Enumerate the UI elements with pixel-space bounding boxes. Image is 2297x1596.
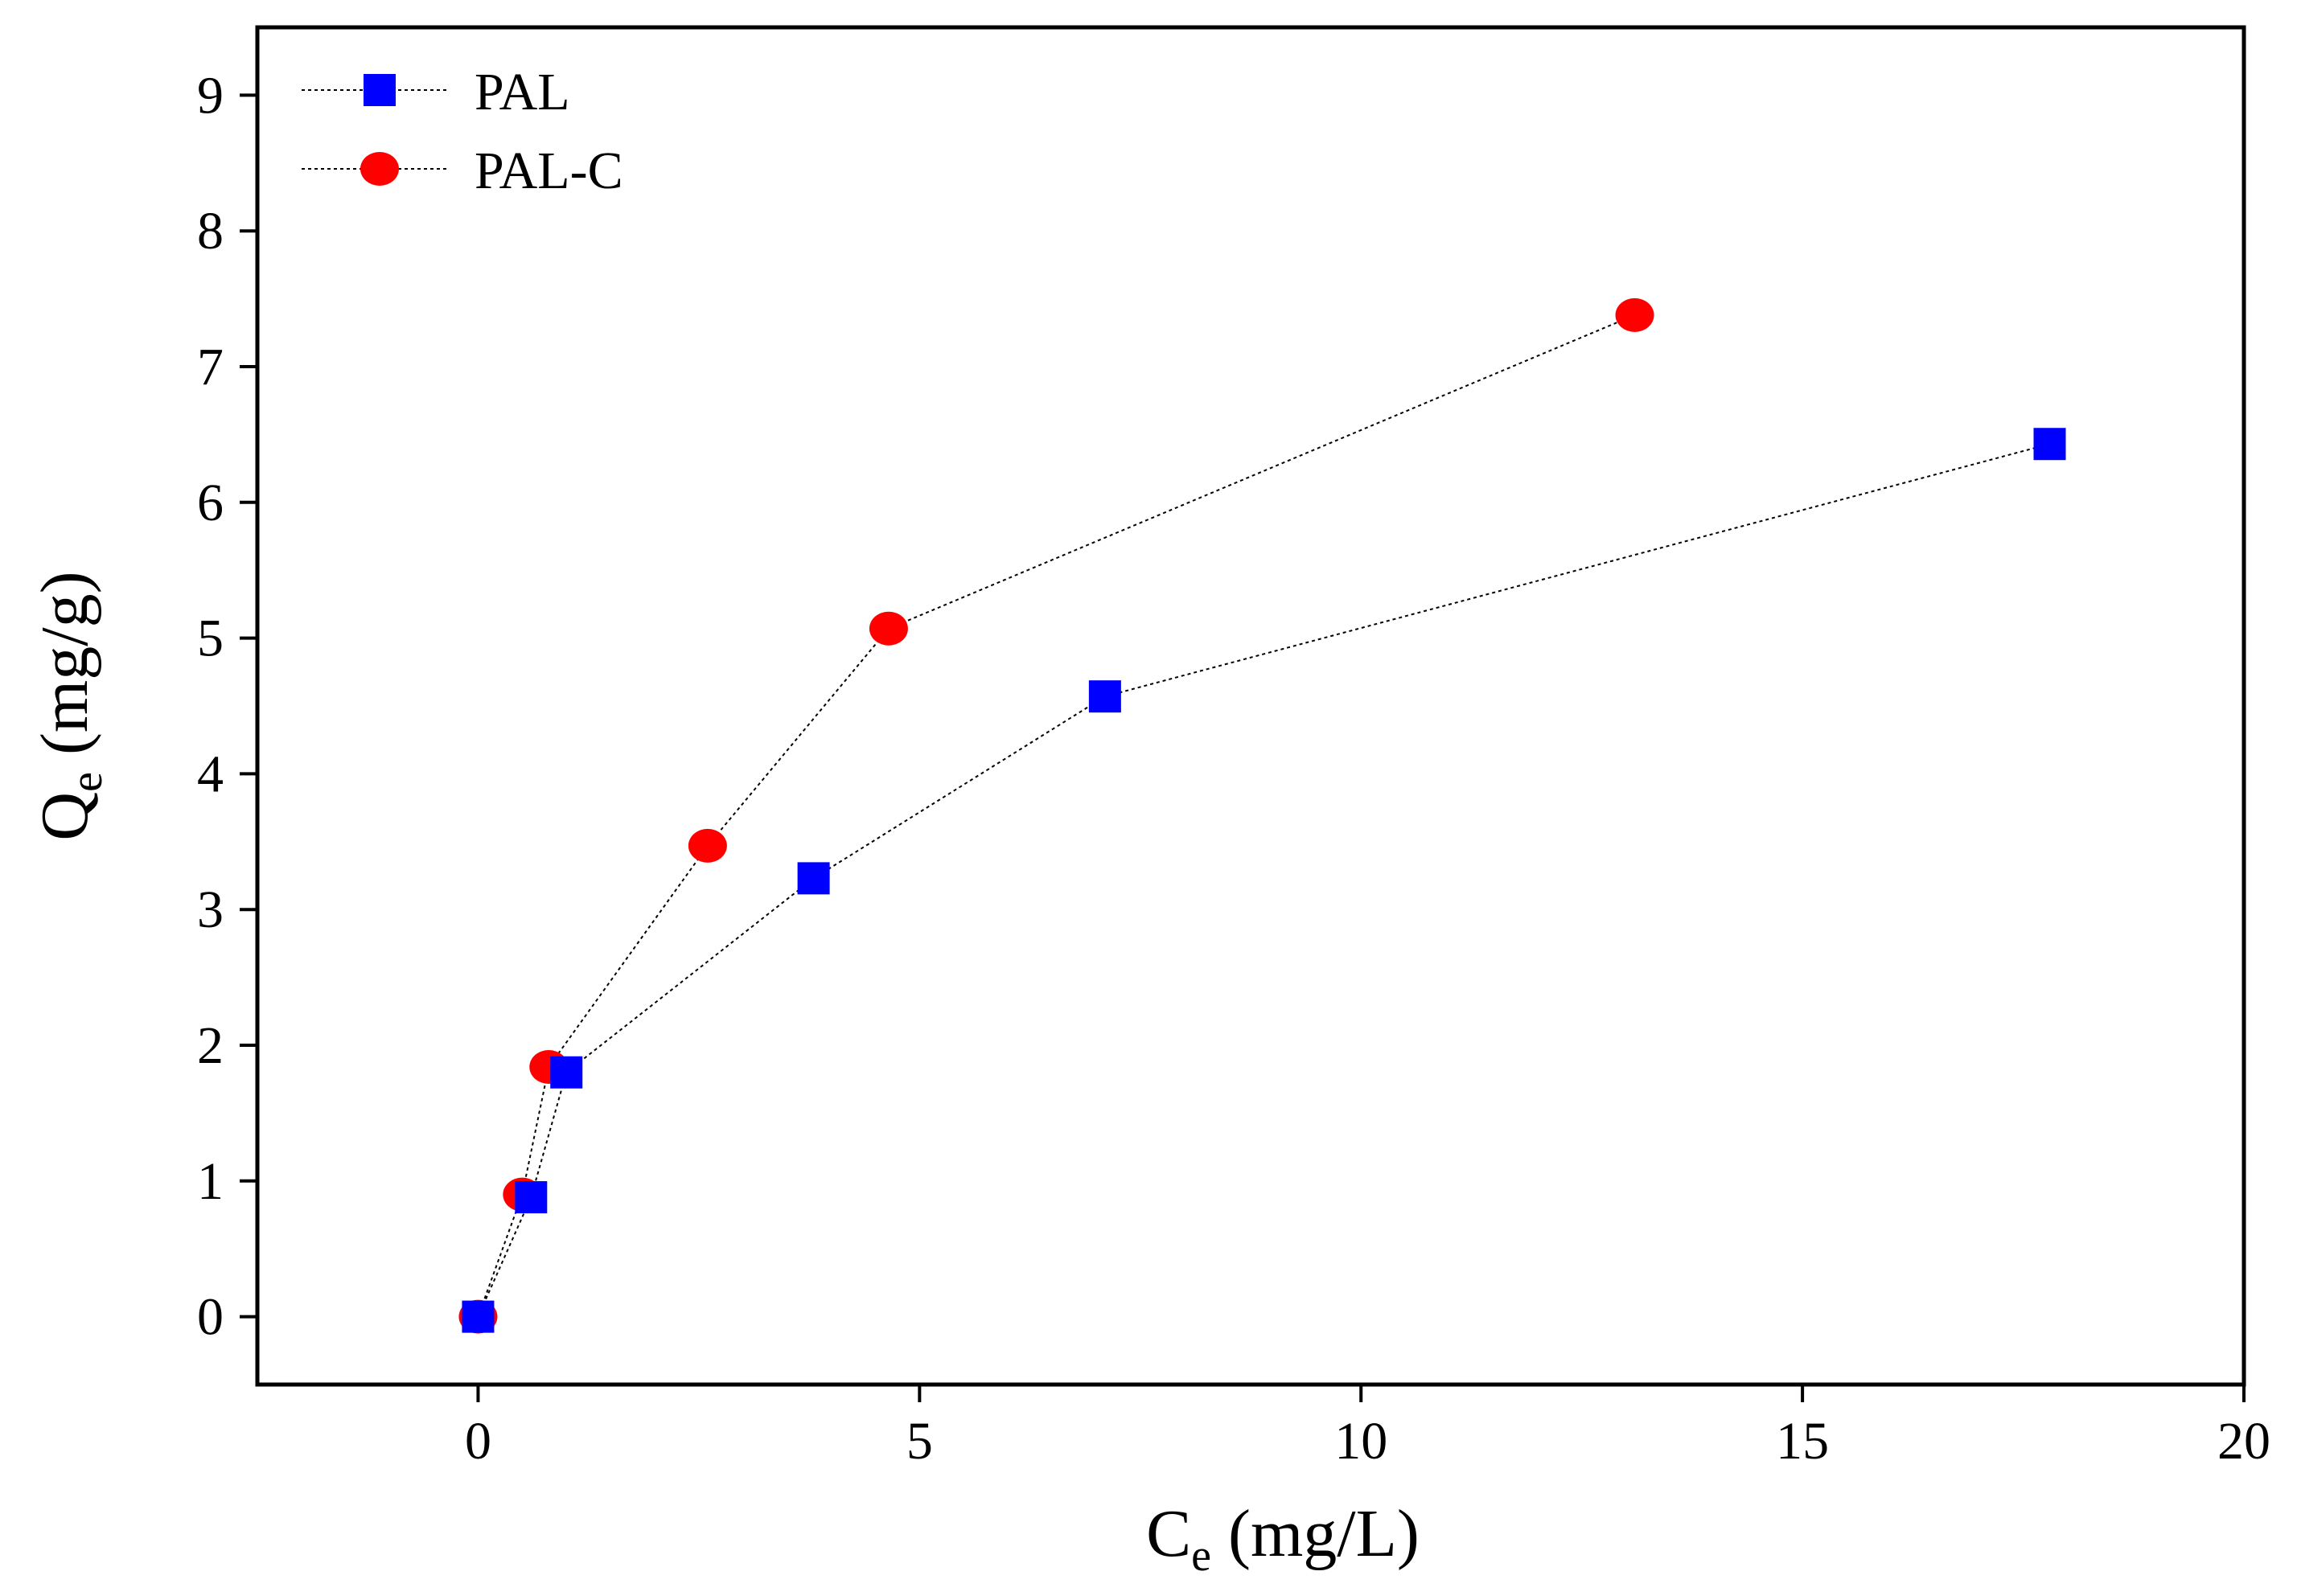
x-axis-label-sub: e [1191, 1531, 1211, 1581]
y-tick-label-7: 7 [197, 338, 224, 396]
legend-item-pal: PAL [302, 63, 570, 121]
x-axis-label-unit: (mg/L) [1211, 1496, 1420, 1571]
data-point-pal-1 [515, 1181, 548, 1214]
x-axis-label: Ce (mg/L) [1146, 1496, 1420, 1581]
axis-labels-layer: Ce (mg/L) Qe (mg/g) [27, 571, 1420, 1581]
x-tick-label-0: 0 [465, 1412, 491, 1471]
y-tick-label-9: 9 [197, 66, 224, 125]
y-tick-label-8: 8 [197, 202, 224, 261]
x-tick-label-20: 20 [2217, 1412, 2270, 1471]
data-point-pal-5 [2033, 428, 2066, 461]
legend-label-pal: PAL [475, 63, 570, 121]
series-line-pal [477, 443, 2050, 1318]
plot-frame [255, 25, 2246, 1387]
legend-marker-pal-c [360, 152, 399, 186]
x-tick-label-10: 10 [1334, 1412, 1387, 1471]
data-point-pal-2 [550, 1056, 583, 1089]
data-point-pal-c-4 [869, 611, 908, 646]
legend-label-pal-c: PAL-C [475, 142, 623, 200]
x-tick-label-15: 15 [1776, 1412, 1829, 1471]
legend-marker-pal [364, 74, 396, 106]
y-tick-label-5: 5 [197, 609, 224, 668]
legend-item-pal-c: PAL-C [302, 142, 623, 200]
y-axis-label-main: Q [27, 792, 102, 841]
series-lines-layer [477, 314, 2050, 1318]
series-markers-layer [458, 297, 2066, 1334]
x-tick-label-5: 5 [906, 1412, 933, 1471]
y-tick-label-3: 3 [197, 880, 224, 939]
y-tick-label-0: 0 [197, 1288, 224, 1347]
data-point-pal-4 [1088, 680, 1121, 713]
data-point-pal-0 [462, 1300, 495, 1333]
data-point-pal-c-5 [1615, 297, 1654, 332]
y-tick-label-6: 6 [197, 474, 224, 532]
y-axis-label-sub: e [62, 772, 112, 792]
y-tick-label-4: 4 [197, 745, 224, 803]
y-axis-label: Qe (mg/g) [27, 571, 112, 840]
data-point-pal-c-3 [688, 828, 727, 863]
series-line-pal-c [477, 314, 1635, 1317]
axes-layer: 0 5 10 15 20 0 1 2 3 4 5 6 7 8 9 [197, 25, 2270, 1471]
y-tick-label-1: 1 [197, 1152, 224, 1211]
legend: PAL PAL-C [302, 63, 623, 200]
x-axis-label-main: C [1146, 1496, 1191, 1571]
data-point-pal-3 [797, 862, 830, 895]
y-tick-label-2: 2 [197, 1016, 224, 1075]
y-axis-label-unit: (mg/g) [27, 571, 102, 772]
